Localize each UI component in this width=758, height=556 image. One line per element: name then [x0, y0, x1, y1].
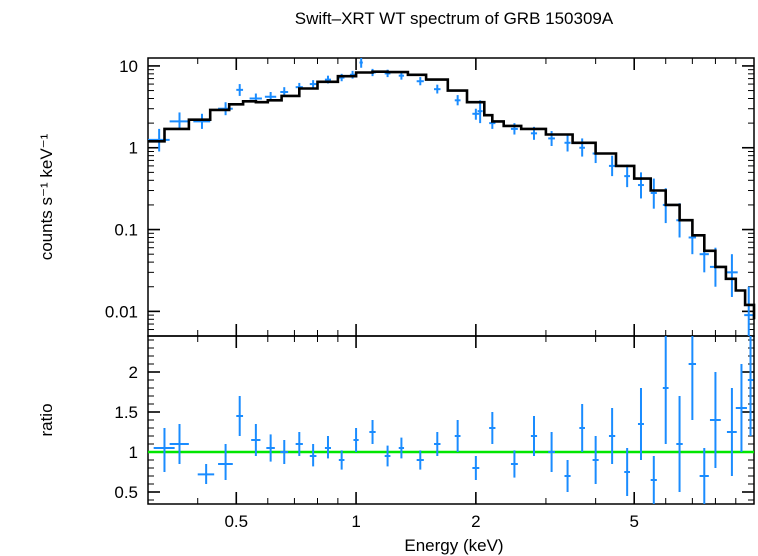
- ratio-data-point: [384, 445, 391, 467]
- spectrum-data-point: [564, 134, 571, 152]
- spectrum-data-point: [744, 286, 754, 336]
- model-curve-group: [148, 70, 756, 320]
- ratio-data-point: [218, 444, 233, 480]
- y-tick-label: 0.5: [114, 483, 138, 502]
- ratio-data-point: [637, 388, 644, 460]
- ratio-data-point: [676, 396, 683, 492]
- ratio-data-point: [530, 416, 538, 456]
- y-axis-label-ratio: ratio: [37, 403, 56, 436]
- ratio-data-point: [688, 336, 697, 420]
- ratio-data-point: [472, 456, 480, 480]
- x-axis-label: Energy (keV): [404, 536, 503, 555]
- ratio-data-point: [747, 336, 754, 436]
- spectrum-data-point: [359, 58, 363, 68]
- y-axis-label-spectrum: counts s⁻¹ keV⁻¹: [37, 133, 56, 260]
- ratio-data-point: [650, 456, 657, 504]
- ratio-data-point: [324, 436, 332, 459]
- ratio-data-point: [624, 448, 631, 496]
- x-tick-label: 0.5: [224, 512, 248, 531]
- ratio-data-point: [398, 437, 405, 459]
- ratio-data-point: [197, 464, 215, 484]
- spectrum-panel-frame: [147, 57, 755, 337]
- ratio-data-point: [735, 364, 747, 452]
- ratio-data-points: [153, 336, 754, 504]
- tick-labels: 10 1 0.1 0.01 0.5 1 1.5 2 0.5 1 2 5: [105, 57, 639, 531]
- spectrum-data-points: [148, 58, 754, 336]
- spectrum-data-point: [454, 95, 461, 106]
- spectrum-data-point: [725, 254, 738, 297]
- ratio-data-point: [489, 412, 496, 444]
- model-curve: [148, 70, 756, 320]
- spectrum-data-point: [477, 100, 483, 124]
- ratio-data-point: [353, 428, 359, 452]
- spectrum-data-point: [472, 108, 480, 120]
- ratio-data-point: [548, 432, 555, 472]
- y-tick-label: 1: [129, 139, 138, 158]
- ratio-data-point: [236, 396, 244, 436]
- ratio-data-point: [266, 434, 275, 462]
- spectrum-data-point: [416, 77, 424, 86]
- y-tick-label: 2: [129, 363, 138, 382]
- spectrum-data-point: [236, 84, 244, 96]
- y-tick-label: 1.5: [114, 403, 138, 422]
- ratio-data-point: [709, 372, 721, 468]
- spectrum-data-point: [650, 178, 657, 209]
- spectrum-data-point: [309, 80, 317, 88]
- ratio-data-point: [662, 336, 669, 444]
- chart-title: Swift–XRT WT spectrum of GRB 150309A: [295, 9, 614, 28]
- spectrum-data-point: [624, 164, 631, 188]
- ratio-data-point: [510, 450, 518, 478]
- spectrum-data-point: [434, 84, 441, 94]
- ratio-data-point: [169, 424, 189, 464]
- x-tick-label: 1: [351, 512, 360, 531]
- ratio-data-point: [295, 432, 303, 456]
- ratio-data-point: [338, 450, 345, 470]
- x-tick-label: 5: [629, 512, 638, 531]
- ratio-data-point: [434, 432, 441, 456]
- ratio-data-point: [369, 420, 376, 444]
- y-tick-label: 1: [129, 443, 138, 462]
- ratio-data-point: [309, 444, 317, 467]
- y-tick-label: 0.1: [114, 221, 138, 240]
- ratio-data-point: [699, 448, 709, 504]
- spectrum-data-point: [579, 138, 585, 157]
- x-tick-label: 2: [471, 512, 480, 531]
- ratio-data-point: [579, 404, 585, 452]
- ratio-data-point: [280, 440, 289, 464]
- spectrum-data-point: [608, 155, 616, 177]
- spectrum-data-point: [169, 112, 189, 129]
- ratio-data-point: [416, 450, 424, 470]
- spectrum-data-point: [637, 172, 644, 199]
- ratio-data-point: [454, 420, 461, 452]
- ratio-data-point: [153, 428, 175, 472]
- ratio-data-point: [564, 460, 571, 492]
- ratio-data-point: [251, 424, 261, 456]
- y-tick-label: 10: [119, 57, 138, 76]
- spectrum-data-point: [193, 113, 211, 129]
- ratio-data-point: [592, 436, 599, 484]
- y-tick-label: 0.01: [105, 302, 138, 321]
- spectrum-axis-ticks: [147, 58, 755, 337]
- ratio-data-point: [726, 388, 737, 476]
- ratio-data-point: [608, 408, 616, 464]
